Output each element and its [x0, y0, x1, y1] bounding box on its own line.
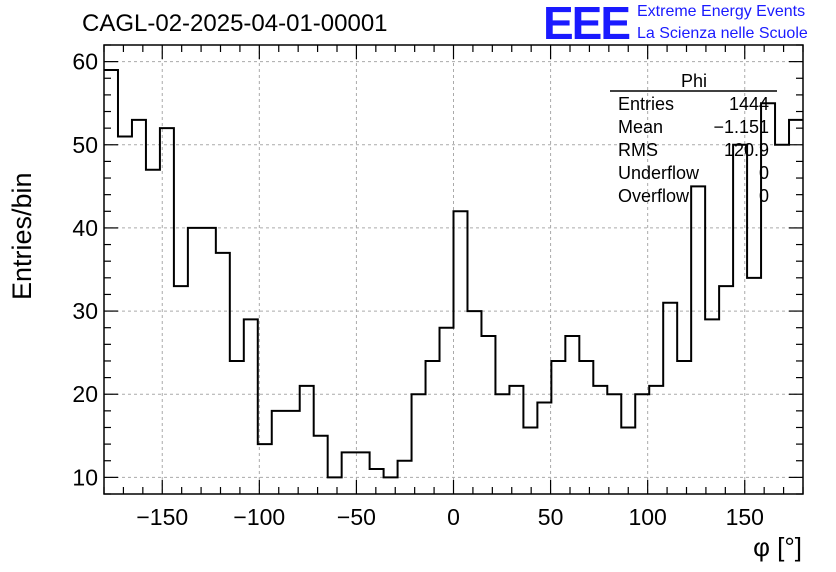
- histogram-bin: [705, 319, 719, 494]
- histogram-bin: [467, 311, 481, 494]
- histogram-bin: [509, 386, 523, 494]
- histogram-bin: [761, 103, 775, 494]
- histogram-bin: [551, 361, 565, 494]
- x-tick-label: 0: [447, 504, 460, 530]
- histogram-bin: [104, 70, 118, 494]
- histogram-bin: [412, 394, 426, 494]
- y-tick-label: 40: [72, 215, 98, 241]
- histogram-bin: [300, 386, 314, 494]
- histogram-bin: [719, 286, 733, 494]
- histogram-bin: [202, 228, 216, 494]
- histogram-bin: [272, 411, 286, 494]
- stats-value: 0: [759, 163, 769, 183]
- stats-label: Mean: [618, 117, 663, 137]
- histogram-bin: [188, 228, 202, 494]
- stats-value: 120.9: [724, 140, 769, 160]
- histogram-bin: [174, 286, 188, 494]
- histogram-bin: [356, 452, 370, 494]
- histogram-bin: [579, 361, 593, 494]
- histogram-bin: [454, 211, 468, 494]
- stats-label: Entries: [618, 94, 674, 114]
- x-tick-label: −100: [233, 504, 285, 530]
- eee-logo: EEE: [543, 0, 631, 49]
- run-title: CAGL-02-2025-04-01-00001: [82, 10, 388, 37]
- histogram-bin: [775, 145, 789, 494]
- stats-value: 0: [759, 186, 769, 206]
- x-tick-label: 150: [726, 504, 764, 530]
- histogram-bin: [398, 461, 412, 494]
- stats-value: −1.151: [713, 117, 769, 137]
- logo-line-1: Extreme Energy Events: [637, 3, 806, 20]
- histogram-bin: [370, 469, 384, 494]
- histogram-bin: [649, 386, 663, 494]
- x-tick-label: −50: [337, 504, 376, 530]
- stats-label: RMS: [618, 140, 658, 160]
- histogram-bin: [733, 145, 747, 494]
- stats-label: Overflow: [618, 186, 690, 206]
- y-tick-label: 60: [72, 49, 98, 75]
- histogram-bin: [607, 394, 621, 494]
- y-tick-label: 50: [72, 132, 98, 158]
- histogram-bin: [286, 411, 300, 494]
- histogram-bin: [230, 361, 244, 494]
- histogram-bin: [747, 278, 761, 494]
- y-tick-label: 20: [72, 381, 98, 407]
- y-tick-label: 30: [72, 298, 98, 324]
- histogram-bin: [495, 394, 509, 494]
- histogram-bin: [537, 403, 551, 494]
- histogram-bin: [621, 427, 635, 494]
- histogram-bin: [565, 336, 579, 494]
- histogram-bin: [523, 427, 537, 494]
- histogram-bin: [663, 303, 677, 494]
- histogram-bin: [132, 120, 146, 494]
- histogram-bin: [481, 336, 495, 494]
- x-tick-label: −150: [136, 504, 188, 530]
- stats-value: 1444: [729, 94, 769, 114]
- histogram-bin: [342, 452, 356, 494]
- histogram-bin: [789, 120, 803, 494]
- stats-box-title: Phi: [681, 71, 707, 91]
- histogram-bin: [426, 361, 440, 494]
- histogram-bin: [160, 128, 174, 494]
- y-tick-label: 10: [72, 464, 98, 490]
- histogram-bin: [635, 394, 649, 494]
- histogram-bin: [216, 253, 230, 494]
- histogram-outline: [104, 68, 803, 479]
- histogram-bin: [118, 136, 132, 494]
- histogram-bin: [593, 386, 607, 494]
- histogram-bin: [440, 328, 454, 494]
- x-axis-label: φ [°]: [753, 532, 802, 562]
- stats-label: Underflow: [618, 163, 700, 183]
- logo-line-2: La Scienza nelle Scuole: [637, 25, 808, 42]
- x-tick-label: 100: [628, 504, 666, 530]
- histogram-bin: [146, 170, 160, 494]
- histogram-bin: [677, 361, 691, 494]
- histogram-bin: [244, 319, 258, 494]
- histogram-bin: [328, 477, 342, 494]
- histogram-bin: [314, 436, 328, 494]
- x-tick-label: 50: [538, 504, 564, 530]
- histogram-bin: [691, 186, 705, 494]
